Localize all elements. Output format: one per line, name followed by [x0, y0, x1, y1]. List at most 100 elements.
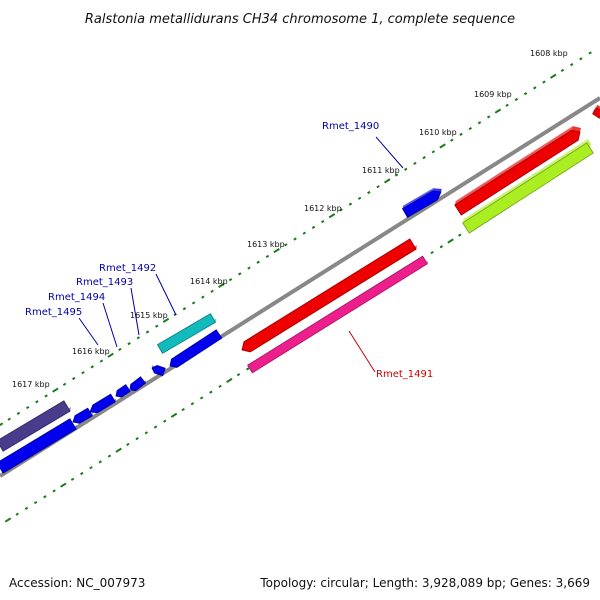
ruler-major-tick: [52, 387, 59, 393]
ruler-minor-tick: [218, 384, 222, 388]
ruler-minor-tick: [44, 394, 48, 398]
ruler-minor-tick: [33, 500, 38, 505]
gene-red-lower-bar[interactable]: [241, 238, 418, 353]
ruler-minor-tick: [90, 365, 94, 369]
ruler-minor-tick: [523, 92, 528, 96]
gene-blue-lower-1[interactable]: [169, 329, 223, 368]
genome-summary-text: Topology: circular; Length: 3,928,089 bp…: [259, 576, 590, 590]
gene-rmet-1490-bar[interactable]: [401, 188, 442, 218]
gene-blue-small-3[interactable]: [115, 384, 131, 398]
ruler-minor-tick: [181, 407, 185, 412]
gene-leader-line: [102, 302, 118, 348]
ruler-major-tick: [226, 377, 233, 384]
ruler-major-tick: [162, 317, 170, 323]
ruler-minor-tick: [236, 373, 241, 377]
ruler-major-tick: [549, 73, 557, 79]
ruler-major-tick: [447, 238, 454, 244]
ruler-minor-tick: [62, 382, 67, 386]
ruler-minor-tick: [52, 489, 56, 493]
gene-labels: Rmet_1490 Rmet_1491 Rmet_1492 Rmet_1493 Rmet…: [25, 121, 433, 380]
ruler-minor-tick: [357, 196, 362, 200]
gene-purple-bar[interactable]: [0, 400, 72, 452]
ruler-major-tick: [218, 282, 225, 289]
ruler-minor-tick: [533, 86, 537, 90]
gene-leader-line: [155, 273, 177, 316]
ruler-minor-tick: [107, 454, 112, 458]
ruler-minor-tick: [210, 289, 214, 293]
ruler-minor-tick: [458, 233, 462, 237]
ruler-tick-label: 1612 kbp: [304, 204, 342, 213]
gene-red-upper-bar[interactable]: [454, 126, 581, 216]
ruler-minor-tick: [182, 307, 187, 311]
ruler-minor-tick: [560, 68, 565, 73]
ruler-minor-tick: [155, 324, 159, 328]
ruler-minor-tick: [144, 431, 149, 435]
ruler-tick-label: 1616 kbp: [72, 347, 110, 356]
ruler-minor-tick: [127, 342, 131, 346]
ruler-minor-tick: [89, 466, 93, 470]
gene-cyan-bar[interactable]: [156, 313, 217, 354]
ruler-minor-tick: [302, 231, 306, 235]
ruler-major-tick: [0, 422, 4, 427]
ruler-minor-tick: [24, 506, 29, 510]
ruler-minor-tick: [118, 347, 122, 352]
gene-blue-small-4[interactable]: [89, 393, 117, 414]
gene-label-rmet-1491[interactable]: Rmet_1491: [376, 369, 433, 380]
ruler-minor-tick: [199, 396, 204, 400]
ruler-minor-tick: [311, 225, 316, 229]
gene-label-rmet-1492[interactable]: Rmet_1492: [99, 263, 156, 274]
gene-lime-bar[interactable]: [462, 138, 594, 234]
ruler-minor-tick: [153, 425, 158, 429]
ruler-minor-tick: [450, 138, 454, 142]
ruler-minor-tick: [35, 400, 39, 404]
ruler-minor-tick: [569, 63, 574, 67]
ruler-minor-tick: [422, 156, 426, 160]
gene-leader-line: [78, 317, 99, 346]
ruler-minor-tick: [246, 367, 250, 371]
ruler-minor-tick: [321, 219, 325, 224]
ruler-minor-tick: [15, 512, 19, 516]
ruler-minor-tick: [7, 417, 11, 421]
ruler-major-tick: [494, 108, 502, 114]
gene-label-rmet-1493[interactable]: Rmet_1493: [76, 277, 133, 288]
ruler-minor-tick: [190, 402, 195, 406]
ruler-minor-tick: [135, 437, 139, 441]
ruler-tick-label: 1615 kbp: [130, 311, 168, 320]
ruler-minor-tick: [579, 57, 583, 61]
ruler-tick-label: 1608 kbp: [530, 49, 568, 58]
gene-blue-small-5[interactable]: [72, 407, 94, 424]
ruler-minor-tick: [542, 80, 546, 84]
gene-label-rmet-1494[interactable]: Rmet_1494: [48, 292, 105, 303]
ruler-minor-tick: [136, 336, 141, 340]
ruler-minor-tick: [430, 250, 434, 255]
gene-blue-small-2[interactable]: [129, 376, 147, 392]
ruler-major-tick: [170, 412, 178, 418]
gene-blue-small-1[interactable]: [151, 365, 166, 377]
ruler-minor-tick: [70, 477, 75, 481]
ruler-minor-tick: [145, 330, 150, 334]
ruler-minor-tick: [459, 132, 463, 136]
ruler-major-tick: [439, 143, 446, 149]
ruler-tick-label: 1617 kbp: [12, 380, 50, 389]
ruler-minor-tick: [431, 150, 436, 154]
ruler-minor-tick: [439, 245, 444, 249]
ruler-dots-upper: [0, 51, 592, 427]
gene-features: [0, 104, 600, 474]
ruler-minor-tick: [80, 471, 84, 476]
ruler-major-tick: [107, 352, 114, 358]
gene-label-rmet-1495[interactable]: Rmet_1495: [25, 307, 82, 318]
ruler-minor-tick: [25, 405, 30, 410]
gene-blue-long[interactable]: [0, 418, 78, 474]
ruler-minor-tick: [394, 173, 399, 177]
gene-red-edge-bar[interactable]: [592, 104, 600, 119]
gene-leader-line: [375, 136, 404, 169]
gene-label-rmet-1490[interactable]: Rmet_1490: [322, 121, 379, 132]
ruler-minor-tick: [367, 190, 371, 195]
gene-rmet-1491-bar[interactable]: [247, 255, 429, 374]
gene-leader-line: [348, 330, 376, 373]
ruler-minor-tick: [588, 51, 592, 55]
ruler-minor-tick: [247, 266, 251, 270]
ruler-minor-tick: [477, 121, 482, 125]
ruler-major-tick: [273, 248, 280, 254]
